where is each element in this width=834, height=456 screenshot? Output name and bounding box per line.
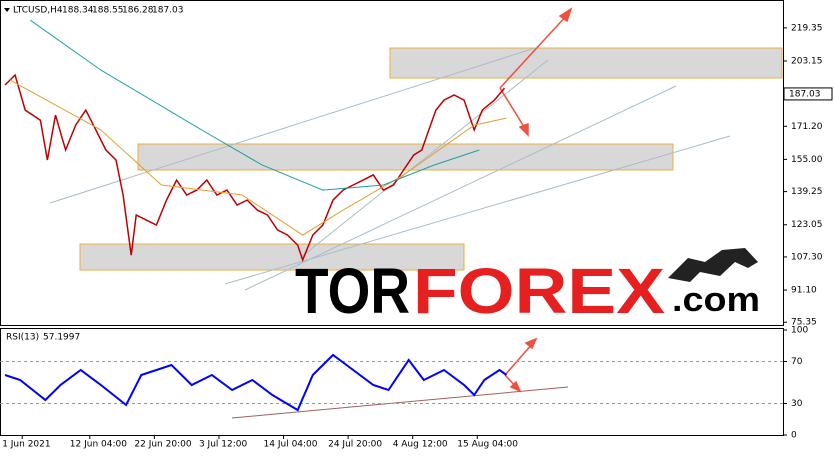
- header: LTCUSD,H4 188.34 188.55 186.28 187.03 RS…: [4, 6, 184, 343]
- y-tick-label: 75.35: [791, 318, 817, 328]
- main-frame: [0, 0, 784, 326]
- logo-part: .com: [672, 281, 760, 319]
- rsi-trend-line: [231, 386, 569, 419]
- x-tick-label: 22 Jun 20:00: [134, 440, 191, 450]
- zone: [137, 143, 674, 171]
- trend-line: [49, 47, 536, 204]
- header-icon: [4, 8, 10, 12]
- x-tick-label: 3 Jul 12:00: [199, 440, 248, 450]
- x-tick-label: 12 Jun 04:00: [70, 440, 127, 450]
- y-tick-label: 203.15: [791, 56, 823, 66]
- rsi-frame: [0, 328, 784, 436]
- arrow-head: [518, 122, 529, 137]
- arrow-head: [524, 337, 538, 350]
- arrow: [504, 342, 534, 376]
- y-tick-label: 91.10: [791, 286, 817, 296]
- ohlc: 186.28: [122, 6, 154, 16]
- x-tick-label: 14 Jul 04:00: [264, 440, 318, 450]
- series-line: [9, 79, 507, 236]
- series-line: [4, 73, 506, 263]
- trend-lines: [49, 47, 731, 419]
- plot: 219.35 203.15 171.20 155.00 139.25 123.05 107.…: [0, 19, 833, 450]
- zone: [389, 47, 783, 79]
- arrows: [499, 7, 573, 393]
- ohlc: 188.55: [92, 6, 124, 16]
- zone: [79, 243, 465, 271]
- y-tick-label: 30: [791, 399, 803, 409]
- x-tick-label: 4 Aug 12:00: [393, 440, 448, 450]
- logo-bull: [668, 248, 758, 282]
- logo-part: TOR: [295, 255, 410, 327]
- x-tick-label: 15 Aug 04:00: [457, 440, 518, 450]
- y-tick-label: 100: [791, 326, 808, 336]
- rsi-title: RSI(13): [6, 333, 39, 343]
- arrow: [499, 13, 569, 89]
- ohlc: 188.34: [62, 6, 94, 16]
- y-tick-label: 0: [791, 431, 797, 441]
- trend-line: [224, 135, 731, 285]
- trend-line: [244, 85, 677, 291]
- arrow-head: [558, 7, 573, 23]
- rsi-last: 57.1997: [43, 333, 80, 343]
- arrow-head: [509, 380, 522, 393]
- y-tick-label: 107.30: [791, 252, 823, 262]
- series-line: [4, 353, 508, 412]
- ohlc: 187.03: [152, 6, 184, 16]
- price-tag: 187.03: [789, 89, 821, 99]
- y-tick-label: 139.25: [791, 187, 823, 197]
- series-line: [30, 19, 480, 191]
- logo-part: FOREX: [413, 255, 665, 327]
- x-tick-label: 1 Jun 2021: [2, 440, 50, 450]
- y-tick-label: 219.35: [791, 23, 823, 33]
- y-tick-label: 70: [791, 357, 803, 367]
- symbol: LTCUSD,H4: [13, 6, 63, 16]
- arrow: [499, 87, 527, 131]
- trend-line: [299, 59, 549, 259]
- y-tick-label: 155.00: [791, 155, 823, 165]
- price-tag-bg: [783, 87, 833, 101]
- y-tick-label: 123.05: [791, 220, 823, 230]
- x-tick-label: 24 Jul 20:00: [328, 440, 382, 450]
- y-tick-label: 171.20: [791, 122, 823, 132]
